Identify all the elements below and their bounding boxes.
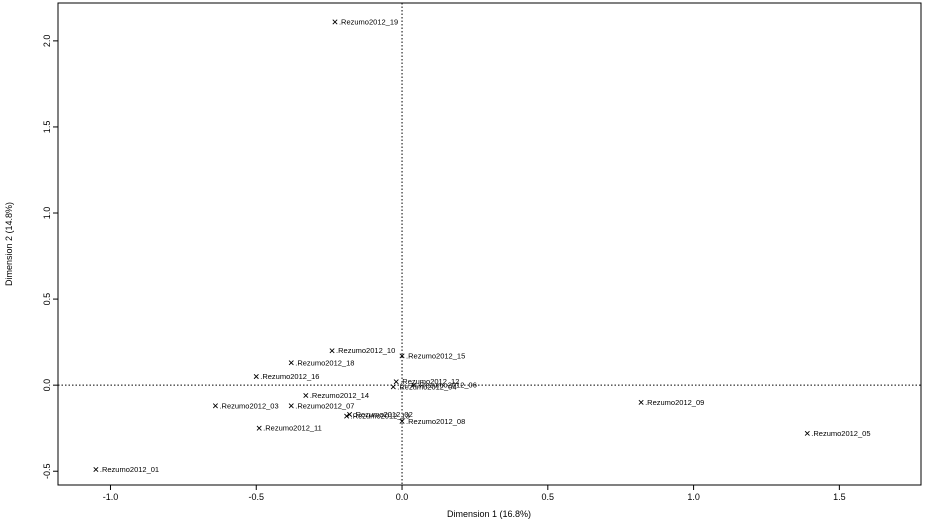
point-label: .Rezumo2012_01: [100, 465, 159, 474]
point-marker: [303, 392, 309, 399]
point-marker: [804, 430, 810, 436]
data-point: .Rezumo2012_09: [638, 398, 704, 407]
point-marker: [256, 425, 262, 431]
y-axis-title: Dimension 2 (14.8%): [4, 202, 14, 286]
point-marker: [399, 418, 405, 424]
point-marker: [288, 360, 294, 366]
data-point: .Rezumo2012_11: [256, 424, 322, 433]
x-tick-label: 1.0: [687, 492, 700, 502]
y-tick-label: -0.5: [42, 463, 52, 479]
x-tick-label: 0.0: [396, 492, 409, 502]
data-point: .Rezumo2012_14: [303, 391, 369, 400]
point-marker: [253, 374, 259, 380]
point-label: .Rezumo2012_15: [406, 351, 465, 360]
point-label: .Rezumo2012_02: [354, 410, 413, 419]
point-label: .Rezumo2012_13: [351, 412, 410, 421]
point-label: .Rezumo2012_19: [339, 17, 398, 26]
data-point: .Rezumo2012_04: [390, 382, 457, 391]
x-tick-label: 0.5: [542, 492, 555, 502]
x-tick-label: 1.5: [833, 492, 846, 502]
point-label: .Rezumo2012_16: [260, 372, 319, 381]
data-points: .Rezumo2012_19 .Rezumo2012_10 .Rezumo2012_…: [93, 17, 871, 474]
point-label: .Rezumo2012_07: [295, 401, 354, 410]
data-point: .Rezumo2012_05: [804, 429, 871, 438]
point-label: .Rezumo2012_09: [645, 398, 704, 407]
point-label: .Rezumo2012_03: [219, 401, 278, 410]
point-label: .Rezumo2012_11: [263, 424, 322, 433]
data-point: .Rezumo2012_03: [212, 401, 279, 410]
data-point: .Rezumo2012_01: [93, 465, 159, 474]
data-point: .Rezumo2012_06: [411, 381, 477, 390]
data-point: .Rezumo2012_16: [253, 372, 319, 381]
data-point: .Rezumo2012_19: [332, 17, 398, 26]
data-point: .Rezumo2012_02: [347, 410, 413, 419]
data-point: .Rezumo2012_13: [344, 412, 410, 421]
x-tick-label: -0.5: [248, 492, 264, 502]
data-point: .Rezumo2012_10: [329, 346, 395, 355]
point-label: .Rezumo2012_06: [418, 381, 477, 390]
y-tick-label: 1.0: [42, 207, 52, 220]
y-tick-label: 0.5: [42, 293, 52, 306]
point-label: .Rezumo2012_10: [336, 346, 395, 355]
point-label: .Rezumo2012_12: [400, 377, 459, 386]
point-marker: [332, 19, 338, 25]
y-tick-label: 2.0: [42, 35, 52, 48]
x-axis: -1.0 -0.5 0.0 0.5 1.0 1.5: [103, 485, 846, 502]
data-point: .Rezumo2012_15: [399, 351, 465, 360]
y-tick-label: 1.5: [42, 121, 52, 134]
point-label: .Rezumo2012_18: [295, 358, 354, 367]
point-marker: [344, 413, 350, 419]
point-marker: [329, 348, 335, 354]
point-marker: [347, 411, 353, 417]
point-label: .Rezumo2012_04: [397, 382, 456, 391]
x-tick-label: -1.0: [103, 492, 119, 502]
x-axis-title: Dimension 1 (16.8%): [447, 509, 531, 519]
point-label: .Rezumo2012_08: [406, 417, 465, 426]
reference-lines: [58, 3, 921, 485]
point-label: .Rezumo2012_14: [310, 391, 369, 400]
data-point: .Rezumo2012_18: [288, 358, 354, 367]
point-marker: [288, 403, 294, 409]
point-marker: [393, 379, 399, 385]
point-marker: [93, 466, 99, 473]
point-marker: [411, 382, 417, 388]
point-label: .Rezumo2012_05: [811, 429, 870, 438]
data-point: .Rezumo2012_08: [399, 417, 465, 426]
y-axis: -0.5 0.0 0.5 1.0 1.5 2.0: [42, 35, 58, 479]
data-point: .Rezumo2012_12: [393, 377, 459, 386]
point-marker: [212, 403, 218, 409]
y-tick-label: 0.0: [42, 379, 52, 392]
point-marker: [399, 353, 405, 359]
data-point: .Rezumo2012_07: [288, 401, 354, 410]
point-marker: [638, 399, 644, 405]
plot-frame: [57, 2, 922, 486]
point-marker: [390, 384, 396, 390]
